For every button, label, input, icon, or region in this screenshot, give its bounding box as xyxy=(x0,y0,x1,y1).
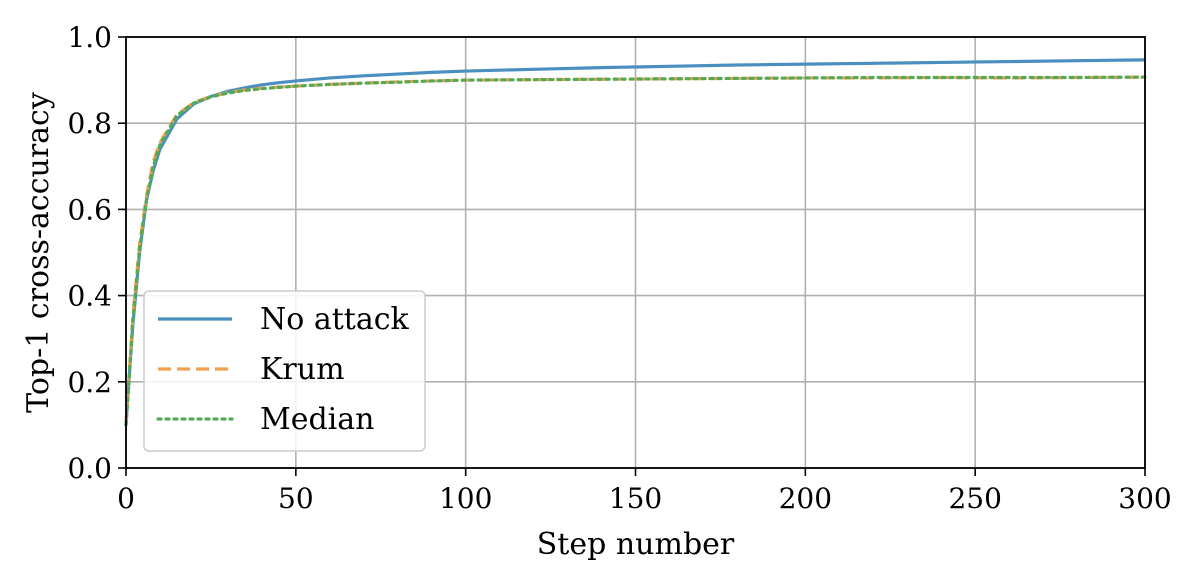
y-tick-label-4: 0.8 xyxy=(67,107,112,140)
x-tick-label-4: 200 xyxy=(779,482,832,515)
y-tick-label-0: 0.0 xyxy=(67,452,112,485)
legend-label-median: Median xyxy=(260,402,374,437)
legend-label-krum: Krum xyxy=(260,352,345,387)
x-tick-label-3: 150 xyxy=(609,482,662,515)
x-tick-label-0: 0 xyxy=(117,482,135,515)
legend-box xyxy=(143,290,426,452)
x-tick-label-5: 250 xyxy=(948,482,1001,515)
x-tick-label-1: 50 xyxy=(278,482,314,515)
y-tick-label-2: 0.4 xyxy=(67,280,112,313)
series-lines xyxy=(124,58,1147,427)
y-tick-label-3: 0.6 xyxy=(67,193,112,226)
x-tick-label-6: 300 xyxy=(1118,482,1171,515)
legend-label-no-attack: No attack xyxy=(260,302,410,337)
series-line-median xyxy=(124,75,1147,427)
legend: No attack Krum Median xyxy=(143,290,426,452)
y-tick-label-5: 1.0 xyxy=(67,21,112,54)
axis-ticks: 0 50 100 150 200 250 300 0.0 0.2 0.4 0.6 0.8 1.0 xyxy=(67,21,1171,515)
x-tick-label-2: 100 xyxy=(439,482,492,515)
y-axis-label: Top-1 cross-accuracy xyxy=(21,92,56,413)
x-axis-label: Step number xyxy=(537,527,735,562)
y-tick-label-1: 0.2 xyxy=(67,366,112,399)
